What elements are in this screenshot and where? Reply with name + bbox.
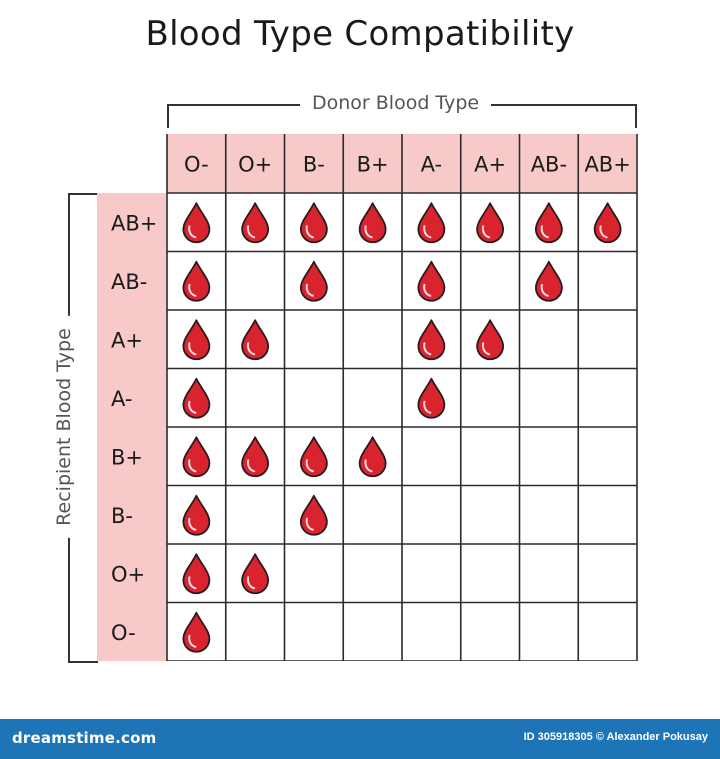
donor-type-label: A+ xyxy=(474,153,506,177)
blood-drop-icon xyxy=(417,319,446,361)
recipient-type-label: AB- xyxy=(111,270,147,294)
recipient-type-label: AB+ xyxy=(111,211,157,235)
blood-drop-icon xyxy=(299,494,328,536)
compatibility-grid-svg: O- O+ B- B+ A- A+ AB- AB+ AB+ AB- A+ A- B+ B- O+ O- xyxy=(97,134,638,661)
donor-type-label: AB+ xyxy=(584,153,630,177)
blood-drop-icon xyxy=(476,319,505,361)
footer-brand: dreamstime.com xyxy=(12,729,157,747)
page-title: Blood Type Compatibility xyxy=(145,14,575,54)
donor-type-label: A- xyxy=(421,153,442,177)
blood-drop-icon xyxy=(358,436,387,478)
recipient-type-label: A+ xyxy=(111,328,143,352)
blood-drop-icon xyxy=(241,553,270,595)
footer-credit: ID 305918305 © Alexander Pokusay xyxy=(523,731,708,743)
blood-drop-icon xyxy=(299,202,328,244)
blood-drop-icon xyxy=(182,611,211,653)
blood-drop-icon xyxy=(299,436,328,478)
recipient-type-label: B+ xyxy=(111,445,143,469)
blood-drop-icon xyxy=(358,202,387,244)
recipient-type-label: B- xyxy=(111,504,133,528)
blood-drop-icon xyxy=(241,436,270,478)
recipient-header-bg xyxy=(97,193,167,661)
donor-type-label: O- xyxy=(184,153,209,177)
blood-drop-icon xyxy=(593,202,622,244)
blood-drop-icon xyxy=(182,260,211,302)
donor-type-label: AB- xyxy=(531,153,567,177)
donor-type-label: B+ xyxy=(357,153,389,177)
blood-drop-icon xyxy=(182,494,211,536)
recipient-type-label: O+ xyxy=(111,562,145,586)
blood-drop-icon xyxy=(182,553,211,595)
recipient-type-label: A- xyxy=(111,387,132,411)
blood-drop-icon xyxy=(476,202,505,244)
blood-drop-icon xyxy=(417,260,446,302)
blood-drop-icon xyxy=(241,202,270,244)
recipient-type-label: O- xyxy=(111,621,136,645)
donor-axis-label: Donor Blood Type xyxy=(300,92,492,114)
blood-drop-icon xyxy=(299,260,328,302)
donor-type-label: B- xyxy=(303,153,325,177)
blood-drop-icon xyxy=(182,436,211,478)
recipient-axis-label: Recipient Blood Type xyxy=(53,316,75,538)
blood-drop-icon xyxy=(417,202,446,244)
footer-bar: dreamstime.com ID 305918305 © Alexander … xyxy=(0,719,720,759)
blood-drop-icon xyxy=(534,260,563,302)
compatibility-grid: O- O+ B- B+ A- A+ AB- AB+ AB+ AB- A+ A- B+ B- O+ O- xyxy=(97,134,638,661)
donor-type-label: O+ xyxy=(238,153,272,177)
blood-drop-icon xyxy=(182,202,211,244)
blood-drop-icon xyxy=(417,377,446,419)
blood-drop-icon xyxy=(182,377,211,419)
blood-drop-icon xyxy=(534,202,563,244)
blood-drop-icon xyxy=(182,319,211,361)
blood-drop-icon xyxy=(241,319,270,361)
